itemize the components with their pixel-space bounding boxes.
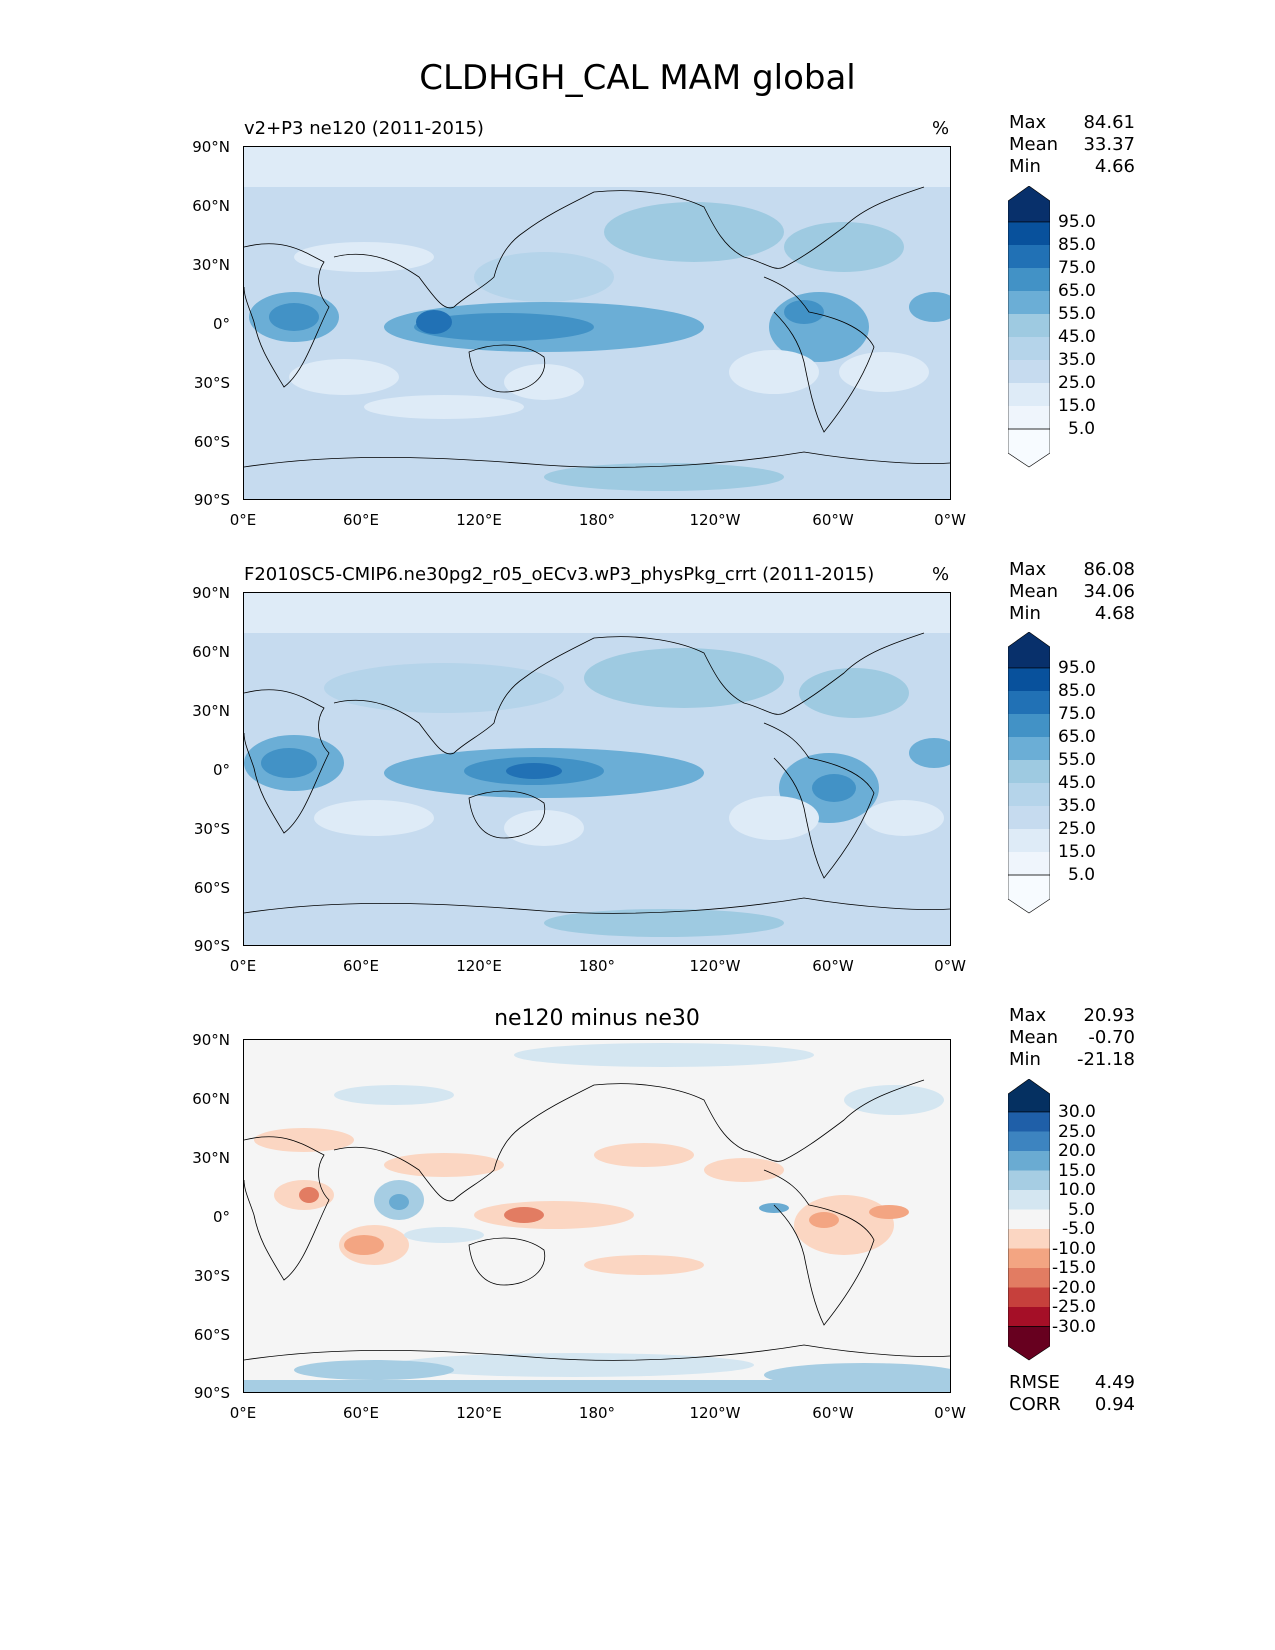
- panel-2-lon-tick: 120°E: [456, 957, 502, 975]
- panel-2-colorbar-label: 25.0: [1058, 819, 1096, 839]
- panel-1-colorbar-label: 85.0: [1058, 235, 1096, 255]
- panel-2-title: F2010SC5-CMIP6.ne30pg2_r05_oECv3.wP3_phy…: [244, 564, 875, 585]
- panel-3-colorbar-label: -25.0: [1052, 1297, 1096, 1317]
- panel-3-colorbar-label: 30.0: [1058, 1102, 1096, 1122]
- panel-1-lon-tick: 0°W: [934, 511, 966, 529]
- panel-2-stats: Max 86.08 Mean 34.06 Min 4.68: [1009, 559, 1135, 624]
- panel-3-lat-tick: 90°S: [193, 1384, 230, 1402]
- panel-2-lat-tick: 60°S: [193, 879, 230, 897]
- panel-3-lat-tick: 60°S: [193, 1326, 230, 1344]
- panel-1-lat-tick: 0°: [212, 315, 230, 333]
- panel-1-colorbar-label: 15.0: [1058, 396, 1096, 416]
- panel-2-colorbar-label: 45.0: [1058, 773, 1096, 793]
- panel-3-colorbar-label: -30.0: [1052, 1317, 1096, 1337]
- panel-1-lon-tick: 60°W: [812, 511, 854, 529]
- panel-1-lon-tick: 120°E: [456, 511, 502, 529]
- panel-3-lat-tick: 60°N: [192, 1090, 230, 1108]
- panel-2-lon-tick: 0°W: [934, 957, 966, 975]
- panel-3-lon-tick: 60°E: [342, 1404, 380, 1422]
- panel-1-lat-tick: 30°S: [193, 374, 230, 392]
- panel-1-lon-tick: 60°E: [342, 511, 380, 529]
- panel-1-lon-tick: 180°: [578, 511, 616, 529]
- panel-3-lat-tick: 0°: [212, 1208, 230, 1226]
- panel-3-colorbar-label: -20.0: [1052, 1278, 1096, 1298]
- panel-1-lon-tick: 0°E: [229, 511, 257, 529]
- panel-1-colorbar-label: 35.0: [1058, 350, 1096, 370]
- panel-3-title: ne120 minus ne30: [494, 1006, 700, 1031]
- panel-1-colorbar-label: 95.0: [1058, 212, 1096, 232]
- panel-2-colorbar-label: 55.0: [1058, 750, 1096, 770]
- panel-1-colorbar-label: 75.0: [1058, 258, 1096, 278]
- panel-1-stats: Max 84.61 Mean 33.37 Min 4.66: [1009, 112, 1135, 177]
- panel-2-lat-tick: 60°N: [192, 643, 230, 661]
- panel-3-field: [244, 1043, 950, 1392]
- panel-1-colorbar-label: 25.0: [1058, 373, 1096, 393]
- panel-2-lon-tick: 0°E: [229, 957, 257, 975]
- panel-2-colorbar-label: 35.0: [1058, 796, 1096, 816]
- panel-3-colorbar: [1007, 1078, 1051, 1361]
- panel-3-lon-tick: 0°E: [229, 1404, 257, 1422]
- panel-2-colorbar: [1007, 631, 1051, 914]
- panel-3-colorbar-label: -10.0: [1052, 1239, 1096, 1259]
- panel-3-map[interactable]: [243, 1039, 951, 1393]
- panel-3-colorbar-label: 15.0: [1058, 1161, 1096, 1181]
- panel-2-map[interactable]: [243, 592, 951, 946]
- figure-title: CLDHGH_CAL MAM global: [419, 58, 856, 98]
- panel-1-lat-tick: 60°S: [193, 433, 230, 451]
- panel-3-colorbar-label: 25.0: [1058, 1122, 1096, 1142]
- panel-3-lon-tick: 120°W: [689, 1404, 741, 1422]
- panel-2-colorbar-label: 95.0: [1058, 658, 1096, 678]
- panel-2-lon-tick: 60°E: [342, 957, 380, 975]
- panel-2-field: [244, 593, 950, 945]
- panel-1-lat-tick: 90°N: [192, 138, 230, 156]
- panel-3-colorbar-label: 20.0: [1058, 1141, 1096, 1161]
- panel-3-metrics: RMSE 4.49 CORR 0.94: [1009, 1372, 1135, 1415]
- panel-3-lon-tick: 180°: [578, 1404, 616, 1422]
- panel-3-colorbar-label: 5.0: [1068, 1200, 1096, 1220]
- panel-2-lon-tick: 180°: [578, 957, 616, 975]
- panel-2-lat-tick: 30°S: [193, 820, 230, 838]
- panel-3-lat-tick: 30°S: [193, 1267, 230, 1285]
- panel-1-field: [244, 147, 950, 499]
- panel-2-units: %: [932, 564, 950, 585]
- panel-2-colorbar-label: 15.0: [1058, 842, 1096, 862]
- panel-3-stats: Max 20.93 Mean -0.70 Min -21.18: [1009, 1005, 1135, 1070]
- panel-2-colorbar-label: 65.0: [1058, 727, 1096, 747]
- panel-2-lat-tick: 90°S: [193, 937, 230, 955]
- panel-1-units: %: [932, 118, 950, 139]
- panel-3-colorbar-label: 10.0: [1058, 1180, 1096, 1200]
- panel-2-lon-tick: 120°W: [689, 957, 741, 975]
- panel-1-map[interactable]: [243, 146, 951, 500]
- panel-2-colorbar-label: 75.0: [1058, 704, 1096, 724]
- panel-3-lat-tick: 30°N: [192, 1149, 230, 1167]
- panel-2-lat-tick: 90°N: [192, 584, 230, 602]
- panel-1-colorbar-label: 5.0: [1068, 419, 1096, 439]
- panel-2-colorbar-label: 5.0: [1068, 865, 1096, 885]
- panel-2-lon-tick: 60°W: [812, 957, 854, 975]
- panel-3-colorbar-label: -15.0: [1052, 1258, 1096, 1278]
- panel-3-lat-tick: 90°N: [192, 1031, 230, 1049]
- panel-1-colorbar-label: 55.0: [1058, 304, 1096, 324]
- panel-3-lon-tick: 120°E: [456, 1404, 502, 1422]
- panel-1-colorbar-label: 65.0: [1058, 281, 1096, 301]
- panel-3-lon-tick: 0°W: [934, 1404, 966, 1422]
- panel-2-lat-tick: 0°: [212, 761, 230, 779]
- panel-1-title: v2+P3 ne120 (2011-2015): [244, 118, 484, 139]
- panel-1-lat-tick: 60°N: [192, 197, 230, 215]
- panel-3-lon-tick: 60°W: [812, 1404, 854, 1422]
- panel-1-colorbar-label: 45.0: [1058, 327, 1096, 347]
- panel-2-colorbar-label: 85.0: [1058, 681, 1096, 701]
- panel-1-lat-tick: 30°N: [192, 256, 230, 274]
- panel-1-lat-tick: 90°S: [193, 491, 230, 509]
- panel-1-lon-tick: 120°W: [689, 511, 741, 529]
- panel-1-colorbar: [1007, 185, 1051, 468]
- panel-3-colorbar-label: -5.0: [1062, 1219, 1096, 1239]
- panel-2-lat-tick: 30°N: [192, 702, 230, 720]
